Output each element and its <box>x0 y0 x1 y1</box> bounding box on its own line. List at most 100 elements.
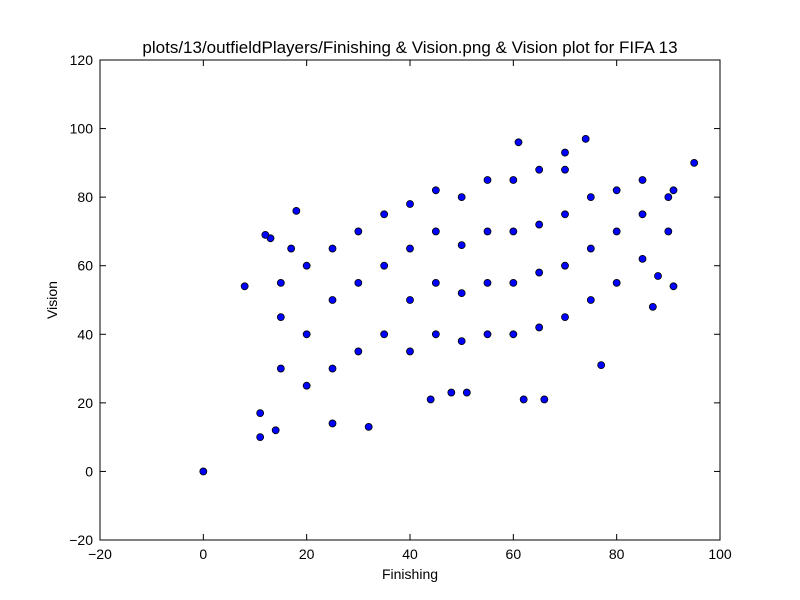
x-tick-label: 80 <box>609 546 625 562</box>
data-point <box>271 426 280 435</box>
data-point <box>664 227 673 236</box>
data-point <box>509 278 518 287</box>
data-point <box>380 330 389 339</box>
data-point <box>669 282 678 291</box>
data-point <box>509 330 518 339</box>
data-point <box>612 227 621 236</box>
data-point <box>431 227 440 236</box>
data-point <box>535 323 544 332</box>
data-point <box>483 330 492 339</box>
y-tick-label: 100 <box>70 121 94 137</box>
data-point <box>483 176 492 184</box>
data-point <box>406 200 414 208</box>
y-tick-label: 20 <box>77 395 93 411</box>
x-tick-label: −20 <box>88 546 112 562</box>
x-axis-label: Finishing <box>382 566 438 582</box>
data-point <box>561 261 569 270</box>
data-point <box>597 361 606 370</box>
data-point <box>535 220 544 229</box>
data-point <box>256 433 265 442</box>
x-axis: −20 0 20 40 60 80 100 <box>88 60 732 562</box>
data-point <box>406 347 414 356</box>
data-point <box>431 278 440 287</box>
data-point <box>199 467 208 476</box>
data-point <box>328 364 337 373</box>
x-tick-label: 100 <box>708 546 732 562</box>
data-point <box>354 347 363 356</box>
data-point <box>535 165 544 174</box>
x-tick-label: 0 <box>199 546 207 562</box>
data-point <box>638 210 647 219</box>
data-point <box>380 210 389 219</box>
data-point <box>292 206 301 215</box>
data-point <box>540 395 549 404</box>
data-point <box>483 227 492 236</box>
data-point <box>276 364 285 373</box>
data-point <box>276 278 285 287</box>
x-tick-label: 60 <box>506 546 522 562</box>
data-point <box>426 395 435 404</box>
data-point <box>690 158 699 167</box>
data-point <box>431 330 440 339</box>
data-point <box>380 261 389 270</box>
data-point <box>462 388 471 397</box>
data-point <box>457 241 466 250</box>
data-point <box>276 313 285 322</box>
y-tick-label: 40 <box>77 326 93 342</box>
data-point <box>648 302 657 311</box>
y-tick-label: 80 <box>77 189 93 205</box>
data-point <box>586 296 595 304</box>
y-tick-label: 0 <box>85 463 93 479</box>
data-point <box>328 296 337 304</box>
y-tick-label: 60 <box>77 258 93 274</box>
data-point <box>354 227 363 236</box>
data-point <box>561 148 569 157</box>
data-point <box>302 381 311 390</box>
chart-title: plots/13/outfieldPlayers/Finishing & Vis… <box>142 38 677 57</box>
data-point <box>240 282 249 291</box>
data-point <box>406 244 414 253</box>
data-point <box>256 409 265 418</box>
data-point <box>302 261 311 270</box>
data-point <box>406 296 414 304</box>
data-point <box>561 165 569 174</box>
data-point <box>561 313 569 322</box>
data-point <box>287 244 296 253</box>
data-point <box>457 289 466 298</box>
x-tick-label: 40 <box>402 546 418 562</box>
data-point <box>638 254 647 263</box>
y-axis-label: Vision <box>44 281 60 319</box>
data-point <box>669 186 678 195</box>
data-point <box>586 244 595 253</box>
data-point <box>519 395 528 404</box>
y-tick-label: 120 <box>70 52 94 68</box>
data-point <box>261 230 270 239</box>
data-point <box>654 272 662 280</box>
data-point <box>457 193 466 202</box>
data-point <box>638 176 647 184</box>
y-tick-label: −20 <box>69 532 93 548</box>
data-point <box>612 186 621 195</box>
data-point <box>447 388 456 397</box>
data-point <box>509 176 518 184</box>
data-point <box>431 186 440 195</box>
data-point <box>535 268 544 277</box>
data-point <box>302 330 311 339</box>
data-point <box>483 278 492 287</box>
points-layer <box>199 134 699 476</box>
data-point <box>364 422 373 431</box>
data-point <box>514 138 523 147</box>
data-point <box>509 227 518 236</box>
x-tick-label: 20 <box>299 546 315 562</box>
data-point <box>328 244 337 253</box>
data-point <box>354 278 363 287</box>
data-point <box>581 134 590 143</box>
data-point <box>586 193 595 202</box>
data-point <box>561 210 569 219</box>
data-point <box>612 278 621 287</box>
data-point <box>328 419 337 428</box>
data-point <box>457 337 466 346</box>
y-axis: −20 0 20 40 60 80 100 120 <box>69 52 720 548</box>
data-point <box>664 193 673 202</box>
